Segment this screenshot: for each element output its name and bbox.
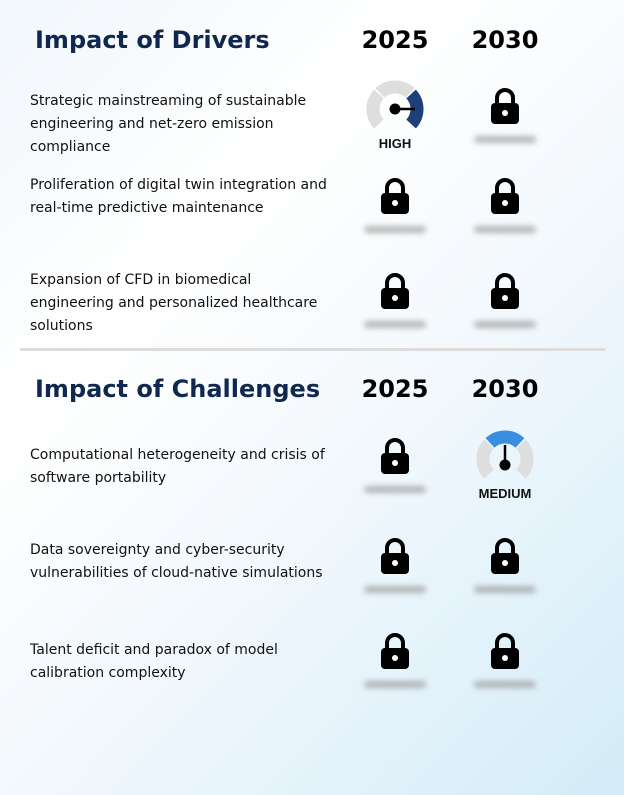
gauge-icon <box>474 430 536 484</box>
lock-icon[interactable] <box>380 273 410 309</box>
lock-icon[interactable] <box>490 273 520 309</box>
blurred-value <box>364 486 426 493</box>
gauge-segment <box>375 80 415 98</box>
gauge-segment <box>516 439 534 479</box>
lock-icon[interactable] <box>490 88 520 124</box>
blurred-value <box>474 321 536 328</box>
impact-level-label: MEDIUM <box>478 486 532 501</box>
locked-cell[interactable] <box>340 438 450 493</box>
blurred-value <box>364 321 426 328</box>
locked-cell[interactable] <box>450 178 560 233</box>
lock-icon[interactable] <box>490 538 520 574</box>
gauge-segment <box>406 89 424 129</box>
lock-icon[interactable] <box>490 633 520 669</box>
locked-cell[interactable] <box>340 538 450 593</box>
row-label: Strategic mainstreaming of sustainable e… <box>30 93 307 155</box>
blurred-value <box>364 226 426 233</box>
section-divider <box>20 348 605 351</box>
blurred-value <box>364 586 426 593</box>
locked-cell[interactable] <box>450 633 560 688</box>
gauge-icon <box>364 80 426 134</box>
blurred-value <box>474 586 536 593</box>
gauge-segment <box>366 89 384 129</box>
year-header: 2030 <box>471 375 539 403</box>
gauge-segment <box>476 439 494 479</box>
impact-level-label: HIGH <box>378 136 412 151</box>
locked-cell[interactable] <box>450 273 560 328</box>
row-label: Expansion of CFD in biomedical engineeri… <box>30 272 318 334</box>
year-header: 2025 <box>361 375 429 403</box>
impact-gauge-cell: HIGH <box>340 80 450 151</box>
lock-icon[interactable] <box>380 178 410 214</box>
row-label: Proliferation of digital twin integratio… <box>30 177 327 216</box>
locked-cell[interactable] <box>340 178 450 233</box>
locked-cell[interactable] <box>450 88 560 143</box>
lock-icon[interactable] <box>380 538 410 574</box>
blurred-value <box>474 226 536 233</box>
section-title: Impact of Drivers <box>35 26 270 54</box>
year-header: 2025 <box>361 26 429 54</box>
locked-cell[interactable] <box>450 538 560 593</box>
gauge-segment <box>485 430 525 448</box>
locked-cell[interactable] <box>340 273 450 328</box>
lock-icon[interactable] <box>490 178 520 214</box>
blurred-value <box>474 681 536 688</box>
lock-icon[interactable] <box>380 438 410 474</box>
row-label: Computational heterogeneity and crisis o… <box>30 447 325 486</box>
blurred-value <box>364 681 426 688</box>
blurred-value <box>474 136 536 143</box>
year-header: 2030 <box>471 26 539 54</box>
row-label: Data sovereignty and cyber-security vuln… <box>30 542 323 581</box>
section-title: Impact of Challenges <box>35 375 321 403</box>
impact-gauge-cell: MEDIUM <box>450 430 560 501</box>
lock-icon[interactable] <box>380 633 410 669</box>
row-label: Talent deficit and paradox of model cali… <box>30 642 278 681</box>
locked-cell[interactable] <box>340 633 450 688</box>
